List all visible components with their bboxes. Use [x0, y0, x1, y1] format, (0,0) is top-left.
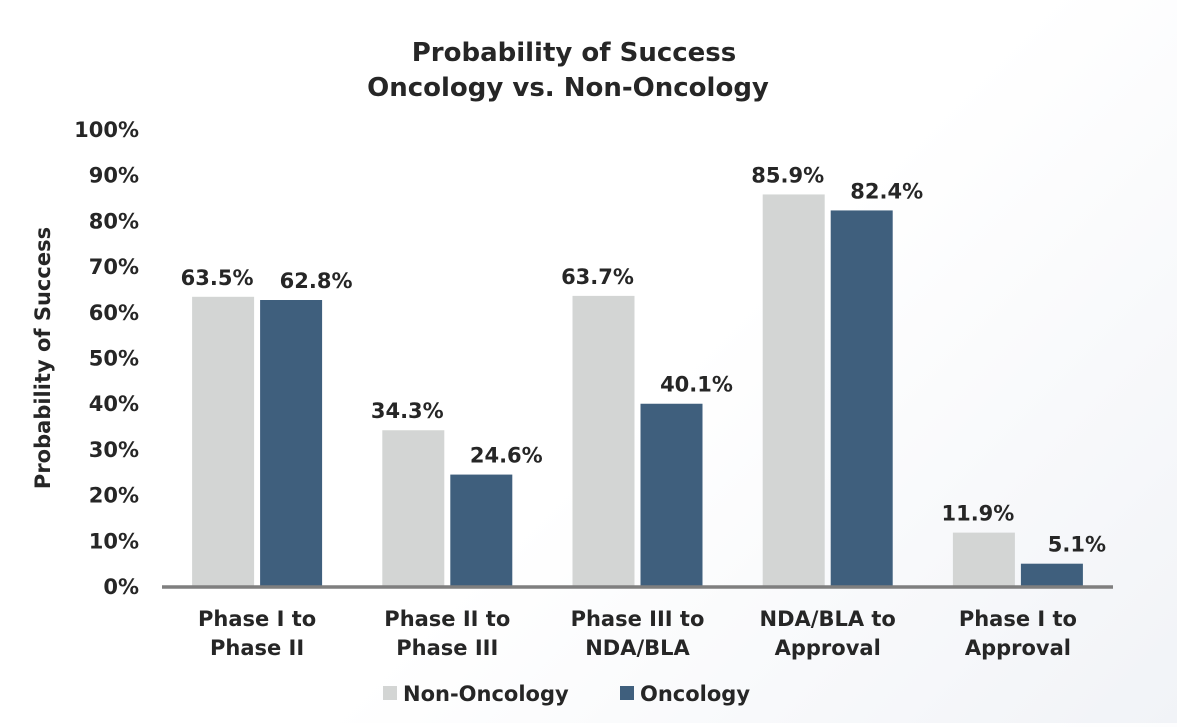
data-label: 63.5% — [181, 266, 254, 290]
x-tick-label: Phase III to — [571, 607, 705, 631]
bar-oncology — [450, 474, 513, 587]
bars — [192, 194, 1083, 587]
x-tick-label: Phase I to — [959, 607, 1077, 631]
x-tick-label: Phase II — [210, 636, 304, 660]
x-tick-label: NDA/BLA to — [760, 607, 896, 631]
x-tick-label: Phase III — [396, 636, 498, 660]
legend-label: Non-Oncology — [403, 682, 569, 706]
bar-non-oncology — [572, 295, 635, 587]
y-tick-label: 30% — [89, 438, 139, 462]
bar-oncology — [830, 210, 893, 587]
y-tick-label: 40% — [89, 392, 139, 416]
bar-non-oncology — [192, 296, 255, 587]
x-tick-label: Phase I to — [198, 607, 316, 631]
y-tick-label: 60% — [89, 301, 139, 325]
x-axis-ticks: Phase I to Phase II Phase II to Phase III Ph… — [198, 607, 1077, 660]
legend: Non-Oncology Oncology — [383, 682, 750, 706]
data-label: 11.9% — [941, 502, 1014, 526]
data-label: 63.7% — [561, 265, 634, 289]
data-label: 40.1% — [660, 373, 733, 397]
y-tick-label: 90% — [89, 164, 139, 188]
bar-non-oncology — [952, 532, 1015, 587]
y-tick-label: 50% — [89, 347, 139, 371]
data-label: 85.9% — [751, 163, 824, 187]
y-tick-label: 0% — [103, 575, 139, 599]
bar-oncology — [1020, 563, 1083, 587]
y-tick-label: 10% — [89, 529, 139, 553]
bar-non-oncology — [382, 430, 445, 587]
y-tick-label: 20% — [89, 484, 139, 508]
bar-non-oncology — [762, 194, 825, 587]
chart-title-line-2: Oncology vs. Non-Oncology — [367, 73, 769, 103]
y-axis-ticks: 0% 10% 20% 30% 40% 50% 60% 70% 80% 90% 100% — [74, 118, 139, 599]
y-tick-label: 70% — [89, 255, 139, 279]
y-tick-label: 100% — [74, 118, 139, 142]
x-tick-label: Phase II to — [384, 607, 510, 631]
bar-oncology — [260, 300, 323, 587]
x-tick-label: Approval — [965, 636, 1071, 660]
chart-title-line-1: Probability of Success — [412, 38, 737, 68]
x-tick-label: Approval — [775, 636, 881, 660]
bar-oncology — [640, 403, 703, 587]
data-labels: 63.5% 62.8% 34.3% 24.6% 63.7% 40.1% 85.9% 82.4%… — [181, 163, 1106, 556]
data-label: 5.1% — [1048, 533, 1106, 557]
x-tick-label: NDA/BLA — [585, 636, 690, 660]
legend-swatch — [383, 686, 397, 700]
y-axis-label: Probability of Success — [31, 227, 55, 489]
y-tick-label: 80% — [89, 209, 139, 233]
data-label: 62.8% — [280, 269, 353, 293]
data-label: 34.3% — [371, 399, 444, 423]
data-label: 24.6% — [470, 444, 543, 468]
legend-label: Oncology — [640, 682, 750, 706]
legend-swatch — [620, 686, 634, 700]
data-label: 82.4% — [850, 179, 923, 203]
